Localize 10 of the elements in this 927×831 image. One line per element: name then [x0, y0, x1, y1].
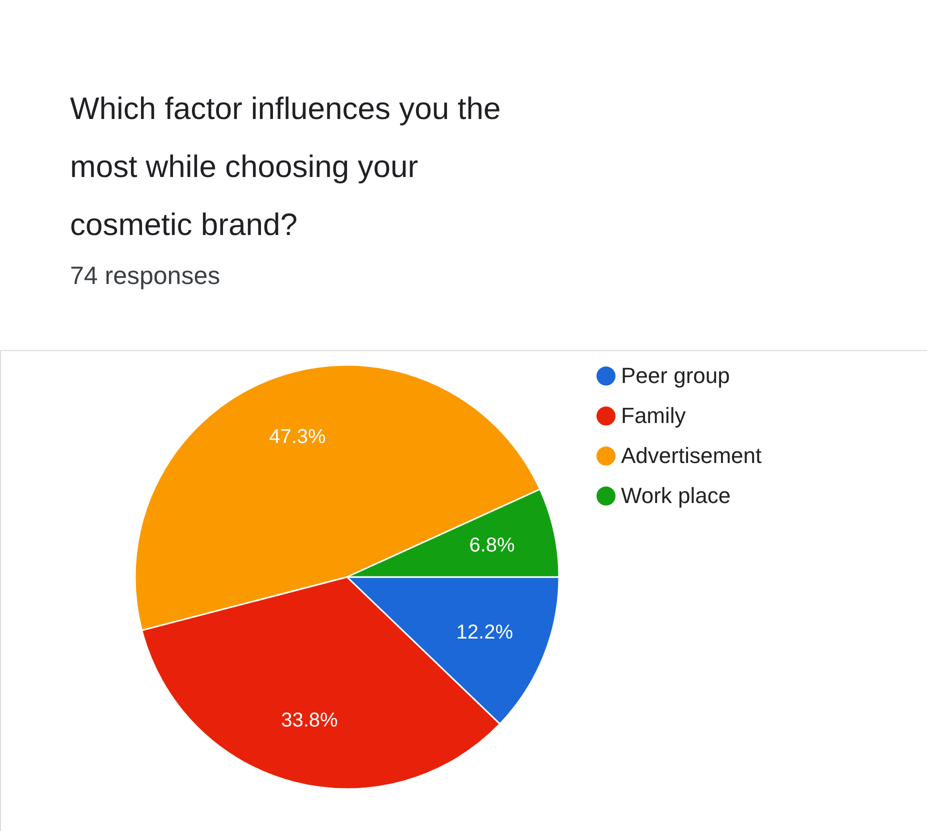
data-label: 12.2%: [456, 621, 514, 644]
legend-label: Work place: [621, 483, 731, 508]
data-label: 6.8%: [469, 534, 516, 557]
chart-subtitle: 74 responses: [70, 262, 220, 290]
legend-label: Peer group: [621, 363, 730, 388]
data-label: 33.8%: [281, 710, 338, 732]
chart-title: Which factor influences you the most while choosing your cosmetic brand?: [70, 91, 501, 242]
legend-label: Advertisement: [621, 443, 762, 468]
legend-label: Family: [621, 403, 686, 428]
data-label: 47.3%: [269, 426, 326, 448]
